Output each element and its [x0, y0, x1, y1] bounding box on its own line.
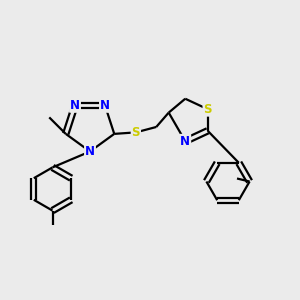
- Text: S: S: [132, 126, 140, 139]
- Text: N: N: [70, 99, 80, 112]
- Text: S: S: [203, 103, 212, 116]
- Text: N: N: [100, 99, 110, 112]
- Text: N: N: [85, 145, 95, 158]
- Text: N: N: [180, 135, 190, 148]
